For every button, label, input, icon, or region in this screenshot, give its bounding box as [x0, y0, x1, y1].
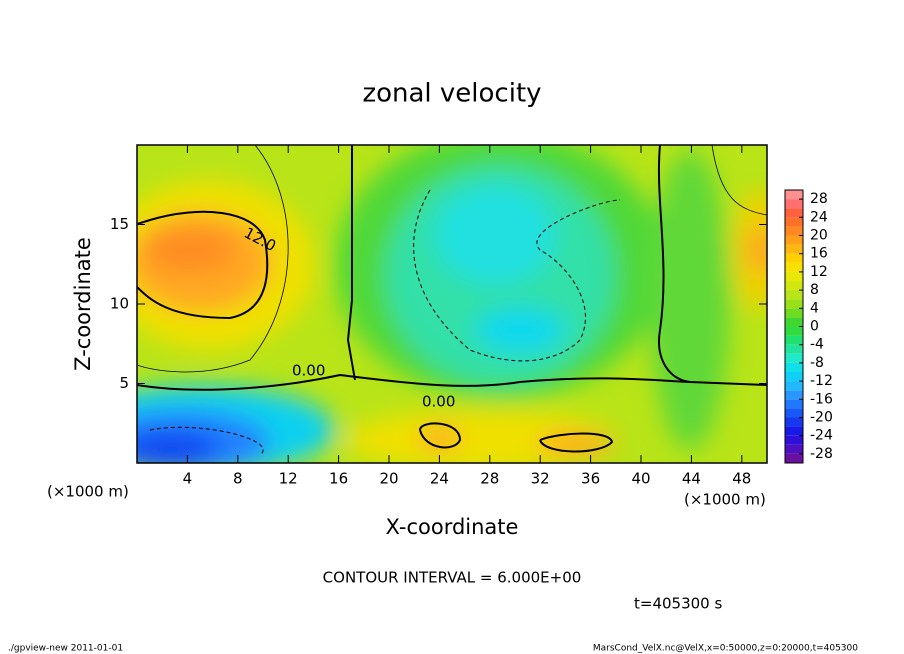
annotation: CONTOUR INTERVAL = 6.000E+00	[323, 569, 582, 587]
colorbar-bin	[785, 353, 803, 363]
colorbar-bin	[785, 444, 803, 454]
colorbar-bin	[785, 408, 803, 418]
x-tick-label: 40	[631, 470, 650, 488]
footer-right: MarsCond_VelX.nc@VelX,x=0:50000,z=0:2000…	[593, 644, 858, 654]
colorbar-bin	[785, 208, 803, 218]
x-tick-label: 48	[732, 470, 751, 488]
contour-label: 0.00	[422, 393, 455, 411]
time-label: t=405300 s	[634, 595, 722, 613]
colorbar-bin	[785, 190, 803, 200]
colorbar-tick-label: -24	[810, 428, 833, 444]
colorbar-tick-label: -4	[810, 337, 824, 353]
colorbar-bin	[785, 299, 803, 309]
colorbar-bin	[785, 253, 803, 263]
colorbar-bin	[785, 308, 803, 318]
colorbar-bin	[785, 390, 803, 400]
colorbar-bin	[785, 271, 803, 281]
colorbar-bin	[785, 372, 803, 382]
x-unit: (×1000 m)	[684, 491, 766, 509]
colorbar-bin	[785, 335, 803, 345]
colorbar-bin	[785, 244, 803, 254]
colorbar-bin	[785, 290, 803, 300]
colorbar-bin	[785, 426, 803, 436]
colorbar-bin	[785, 362, 803, 372]
colorbar-bin	[785, 417, 803, 427]
colorbar-tick-label: 0	[810, 319, 819, 335]
x-tick-label: 16	[329, 470, 348, 488]
x-tick-label: 32	[531, 470, 550, 488]
x-tick-label: 24	[430, 470, 449, 488]
y-tick-label: 15	[110, 215, 129, 233]
colorbar-bin	[785, 344, 803, 354]
colorbar-bin	[785, 281, 803, 291]
colorbar-tick-label: 24	[810, 209, 828, 225]
colorbar-tick-label: 28	[810, 191, 828, 207]
colorbar-bin	[785, 381, 803, 391]
colorbar-tick-label: 8	[810, 282, 819, 298]
x-axis-label: X-coordinate	[386, 515, 519, 539]
colorbar-tick-label: 20	[810, 228, 828, 244]
x-tick-label: 4	[183, 470, 193, 488]
x-tick-label: 12	[279, 470, 298, 488]
colorbar-tick-label: -16	[810, 391, 833, 407]
x-tick-label: 20	[379, 470, 398, 488]
y-tick-label: 10	[110, 295, 129, 313]
colorbar-bin	[785, 453, 803, 463]
colorbar-bin	[785, 317, 803, 327]
colorbar-tick-label: -12	[810, 373, 833, 389]
colorbar-tick-label: 16	[810, 246, 828, 262]
colorbar-bin	[785, 326, 803, 336]
colorbar-tick-label: -20	[810, 410, 833, 426]
x-tick-label: 44	[682, 470, 701, 488]
x-tick-label: 8	[233, 470, 243, 488]
colorbar-bin	[785, 199, 803, 209]
y-axis-label: Z-coordinate	[71, 237, 95, 371]
footer-left: ./gpview-new 2011-01-01	[8, 644, 123, 654]
colorbar-bin	[785, 399, 803, 409]
colorbar-tick-label: 4	[810, 300, 819, 316]
colorbar-bin	[785, 262, 803, 272]
colorbar-bin	[785, 435, 803, 445]
colorbar-bin	[785, 235, 803, 245]
colorbar-tick-label: 12	[810, 264, 828, 280]
x-unit-left: (×1000 m)	[47, 483, 129, 501]
colorbar-bin	[785, 226, 803, 236]
colorbar-tick-label: -28	[810, 446, 833, 462]
contour-label: 0.00	[292, 362, 325, 380]
x-tick-label: 36	[581, 470, 600, 488]
chart-title: zonal velocity	[362, 79, 541, 109]
x-tick-label: 28	[480, 470, 499, 488]
field	[137, 145, 767, 463]
y-tick-label: 5	[119, 374, 129, 392]
colorbar-bin	[785, 217, 803, 227]
colorbar-tick-label: -8	[810, 355, 824, 371]
